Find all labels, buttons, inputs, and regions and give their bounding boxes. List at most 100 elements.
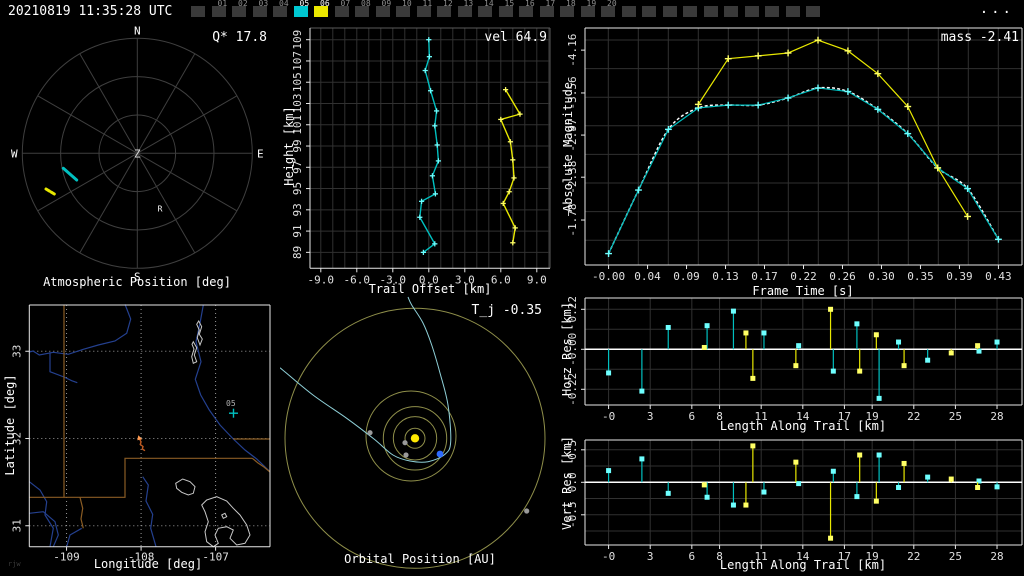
indicator-blank[interactable] (744, 6, 759, 17)
indicator-number-16: 16 (525, 0, 535, 8)
svg-text:107: 107 (291, 51, 304, 71)
terrain-outlines (175, 319, 251, 548)
frame-indicator-strip: 01 02 03 04 05 06 07 08 09 10 11 12 13 14 15 16 17 18 19 20 (0, 0, 1024, 25)
svg-text:0.22: 0.22 (790, 270, 817, 283)
svg-text:33: 33 (10, 345, 23, 358)
panel-trail-offset: -9.0 -6.0 -3.0 0.0 3.0 6.0 9.0 89 91 93 95 97 99 101 1… (280, 25, 560, 296)
svg-text:0.35: 0.35 (907, 270, 934, 283)
svg-text:S: S (134, 270, 141, 283)
indicator-blank[interactable] (683, 6, 697, 17)
svg-text:-0: -0 (602, 410, 615, 423)
indicator-10[interactable] (396, 6, 410, 17)
utc-clock: 20210819 11:35:28 UTC (8, 4, 173, 19)
sun-dot (410, 434, 420, 443)
grid (585, 440, 1022, 545)
svg-text:8: 8 (716, 410, 723, 423)
indicator-11[interactable] (416, 6, 431, 17)
overflow-menu[interactable]: ... (979, 1, 1014, 17)
indicator-number-04: 04 (279, 0, 289, 8)
svg-text:25: 25 (949, 550, 962, 563)
series-station-06 (498, 87, 523, 246)
indicator-blank[interactable] (724, 6, 738, 17)
light-curve-plot: -0.00 0.04 0.09 0.13 0.17 0.22 0.26 0.30 0.35 0.3… (566, 27, 1023, 283)
svg-text:97: 97 (291, 161, 304, 174)
svg-text:11: 11 (755, 410, 768, 423)
indicator-15[interactable] (498, 6, 513, 17)
svg-text:9.0: 9.0 (527, 273, 547, 286)
svg-text:-107: -107 (202, 551, 229, 564)
indicator-blank[interactable] (806, 6, 820, 17)
svg-text:0.09: 0.09 (673, 270, 700, 283)
indicator-number-03: 03 (258, 0, 269, 8)
svg-text:28: 28 (990, 550, 1003, 563)
indicator-17[interactable] (539, 6, 554, 17)
indicator-01[interactable] (211, 6, 226, 17)
indicator-18[interactable] (560, 6, 574, 17)
svg-text:-109: -109 (53, 551, 80, 564)
indicator-number-13: 13 (463, 0, 474, 8)
planet-orbits (284, 307, 546, 569)
svg-text:0.43: 0.43 (985, 270, 1012, 283)
svg-text:89: 89 (291, 246, 304, 259)
svg-text:-0.5: -0.5 (566, 502, 579, 529)
planet-dot (402, 440, 408, 446)
indicator-number-15: 15 (504, 0, 515, 8)
vert-res-xlabel: Length Along Trail [km] (719, 558, 887, 572)
height-ylabel: Height [km] (282, 106, 296, 186)
indicator-14[interactable] (478, 6, 492, 17)
trail-offset-xlabel: Trail Offset [km] (368, 282, 492, 296)
svg-text:6: 6 (689, 550, 696, 563)
indicator-04[interactable] (273, 6, 287, 17)
svg-text:6.0: 6.0 (491, 273, 511, 286)
indicator-06[interactable] (314, 6, 328, 17)
svg-text:-3.0: -3.0 (380, 273, 407, 286)
svg-text:8: 8 (716, 550, 723, 563)
indicator-blank[interactable] (785, 6, 800, 17)
svg-text:22: 22 (907, 550, 920, 563)
svg-text:0.0: 0.0 (566, 472, 579, 492)
indicator-16[interactable] (519, 6, 533, 17)
svg-text:0.22: 0.22 (566, 296, 579, 323)
indicator-09[interactable] (375, 6, 390, 17)
orbital-position-plot (280, 296, 546, 569)
svg-text:Z: Z (134, 147, 141, 160)
svg-text:E: E (257, 147, 264, 160)
indicator-number-17: 17 (545, 0, 556, 8)
meteor-orbit-trajectory (280, 296, 452, 463)
indicator-blank[interactable] (703, 6, 718, 17)
indicator-blank[interactable] (642, 6, 656, 17)
indicator-number-20: 20 (607, 0, 617, 8)
indicator-12[interactable] (437, 6, 451, 17)
indicator-19[interactable] (580, 6, 595, 17)
tisserand-value: T_j -0.35 (471, 303, 542, 318)
indicator-blank[interactable] (765, 6, 779, 17)
svg-text:-0.00: -0.00 (566, 333, 579, 366)
state-borders (29, 305, 271, 529)
rivers (28, 304, 270, 547)
indicator-number-12: 12 (443, 0, 453, 8)
indicator-02[interactable] (232, 6, 246, 17)
trail-offset-plot: -9.0 -6.0 -3.0 0.0 3.0 6.0 9.08991939597991011… (291, 27, 551, 286)
panel-light-curve: -0.00 0.04 0.09 0.13 0.17 0.22 0.26 0.30 0.35 0.3… (560, 25, 1024, 298)
meteor-ground-trail (137, 435, 146, 452)
indicator-blank[interactable] (191, 6, 205, 17)
svg-text:109: 109 (291, 30, 304, 50)
indicator-07[interactable] (334, 6, 349, 17)
indicator-03[interactable] (252, 6, 267, 17)
svg-text:22: 22 (907, 410, 920, 423)
svg-text:95: 95 (291, 182, 304, 195)
indicator-13[interactable] (457, 6, 472, 17)
grid (310, 28, 550, 269)
indicator-08[interactable] (355, 6, 369, 17)
indicator-20[interactable] (601, 6, 615, 17)
indicator-blank[interactable] (662, 6, 677, 17)
watermark: rjw (8, 560, 21, 568)
indicator-blank[interactable] (621, 6, 636, 17)
series-station-05 (606, 452, 1000, 508)
indicator-05[interactable] (293, 6, 308, 17)
svg-text:31: 31 (10, 519, 23, 532)
indicator-number-06: 06 (320, 0, 330, 8)
earth-dot (436, 450, 444, 458)
indicator-number-18: 18 (566, 0, 576, 8)
svg-text:19: 19 (866, 550, 879, 563)
